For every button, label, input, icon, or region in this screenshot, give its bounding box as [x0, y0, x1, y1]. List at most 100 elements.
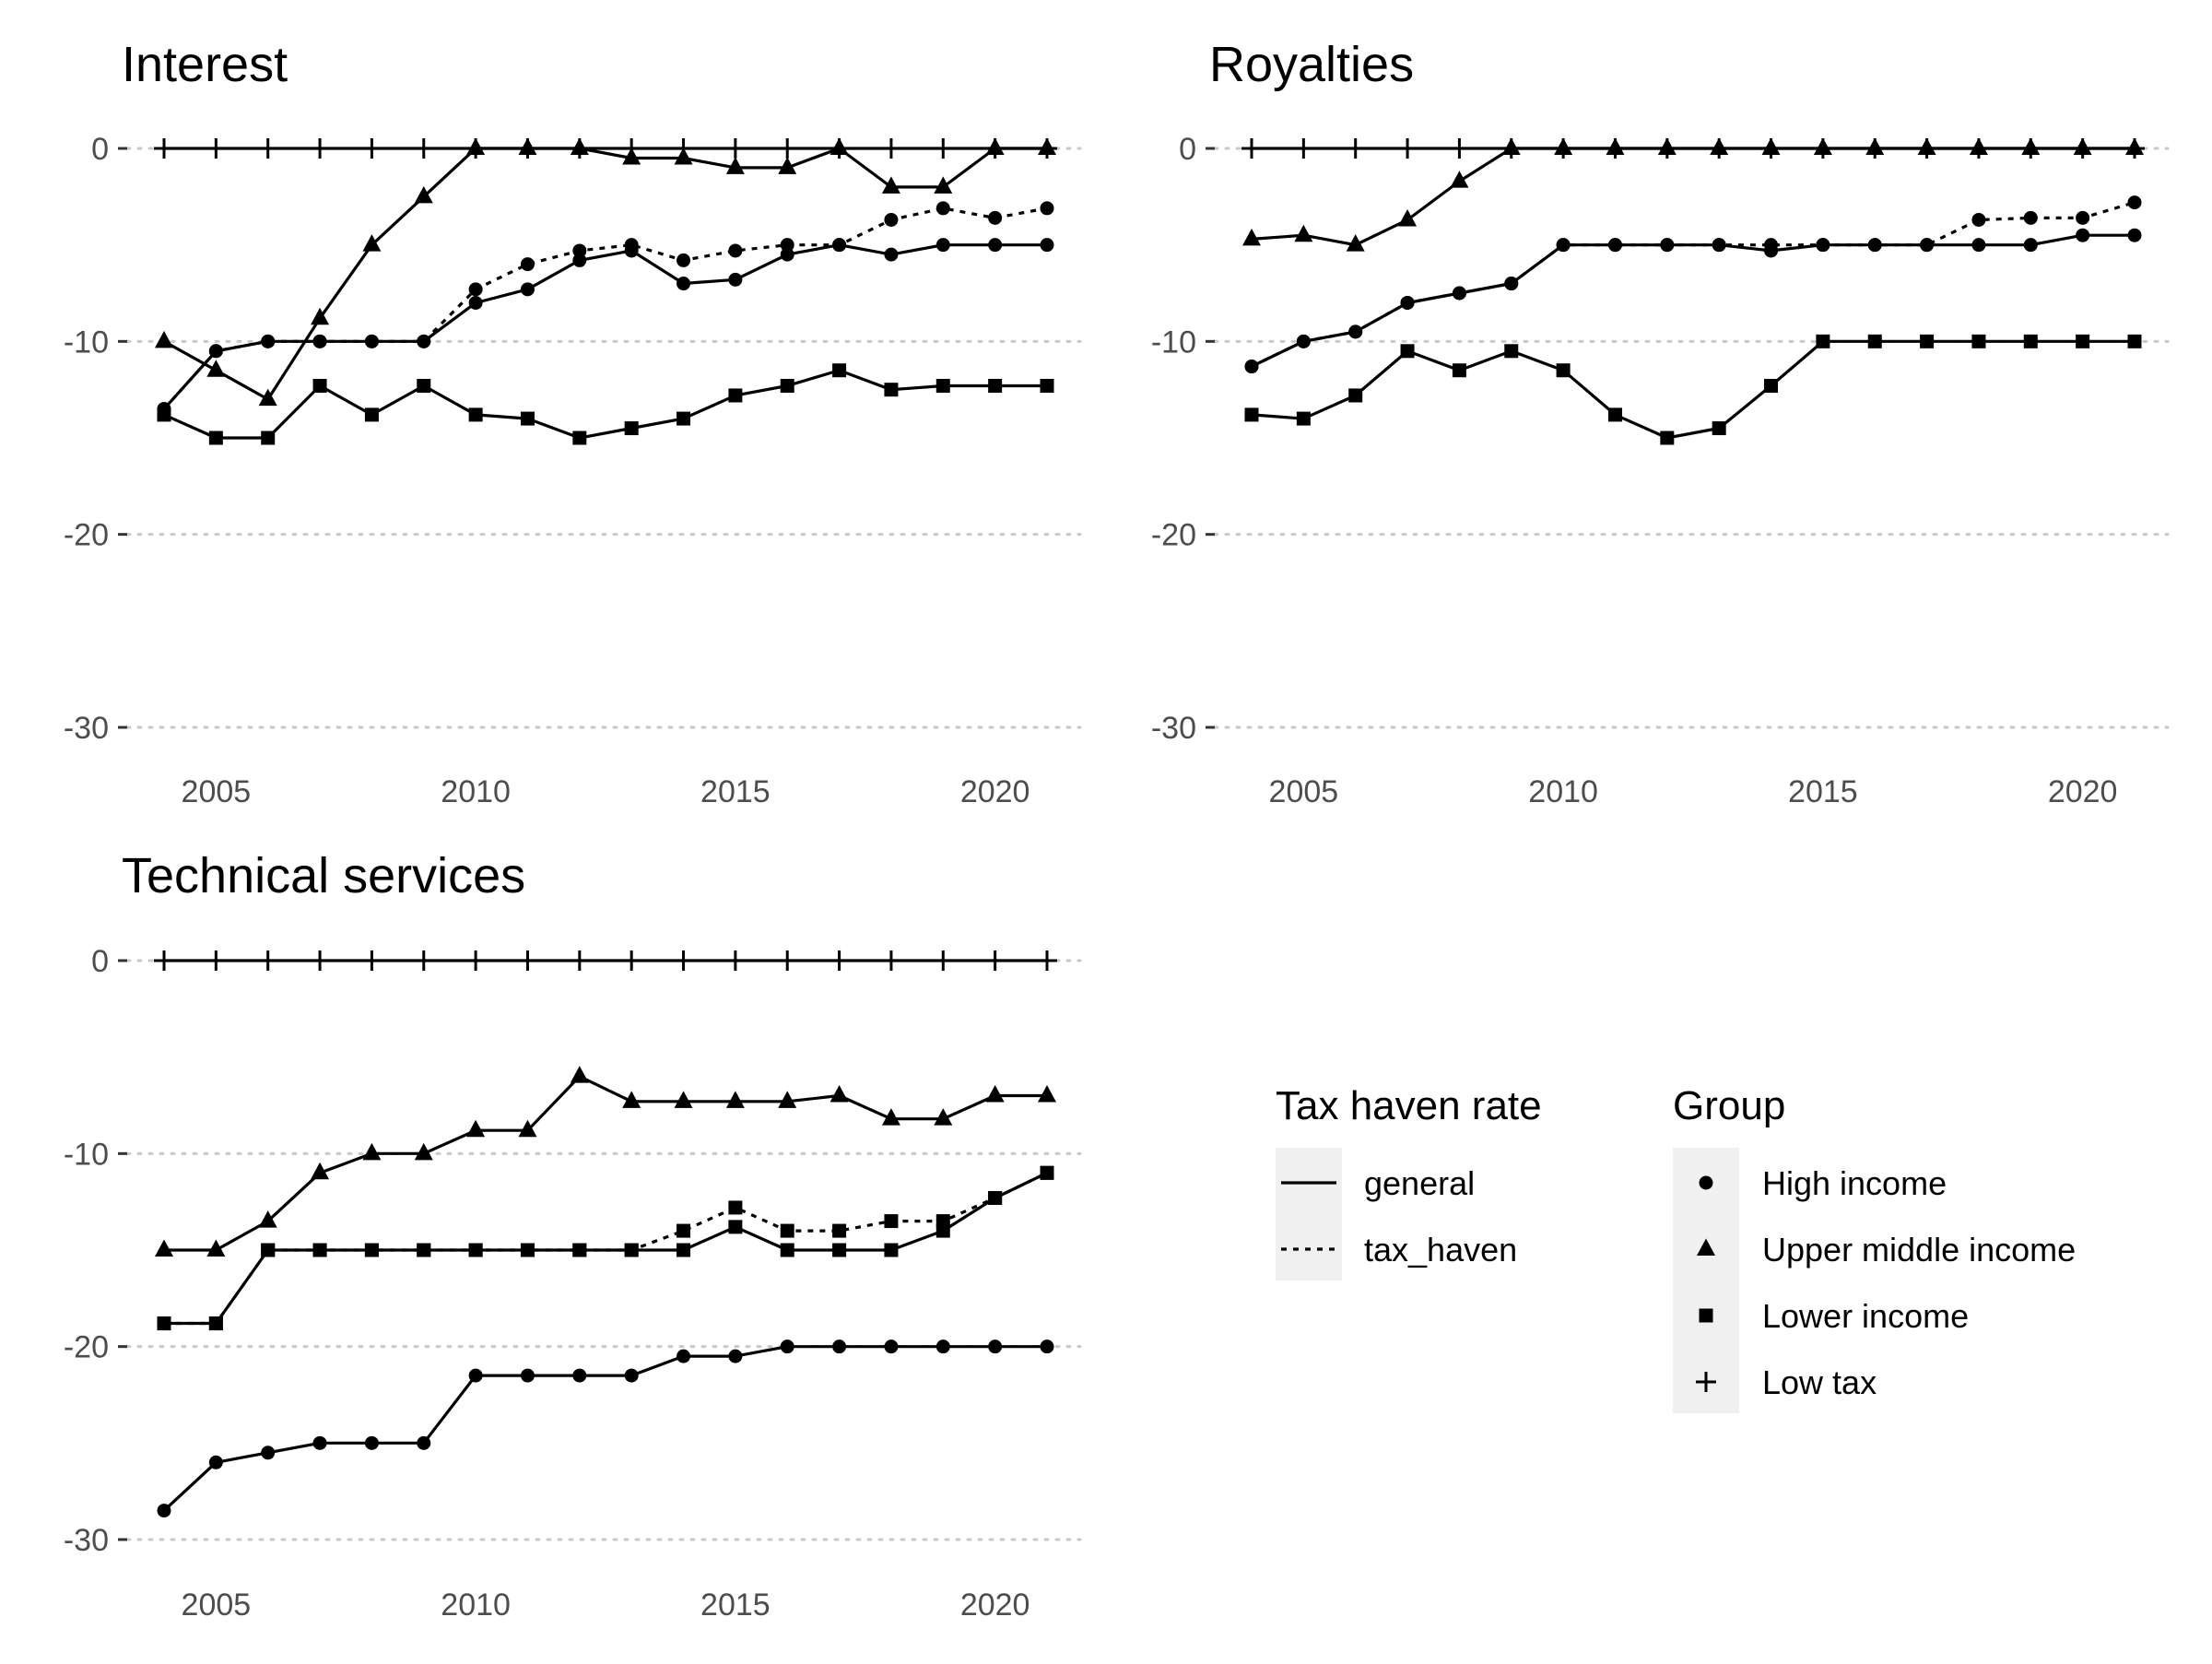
- data-point: [417, 378, 431, 393]
- data-point: [417, 1243, 431, 1257]
- x-tick-label: 2020: [960, 1587, 1030, 1623]
- data-point: [1040, 1165, 1054, 1180]
- data-point: [777, 950, 798, 971]
- data-point: [206, 138, 227, 159]
- data-point: [1867, 238, 1882, 253]
- x-tick-label: 2020: [960, 774, 1030, 809]
- data-point: [1038, 137, 1056, 155]
- data-point: [778, 157, 797, 174]
- data-point: [1244, 407, 1259, 422]
- data-point: [624, 1368, 639, 1383]
- data-point: [362, 234, 382, 252]
- series-lower-income-general: [157, 363, 1054, 445]
- x-tick-label: 2005: [1269, 774, 1339, 809]
- data-point: [985, 137, 1005, 155]
- data-point: [1813, 137, 1832, 155]
- data-point: [1971, 238, 1986, 253]
- data-point: [1040, 1339, 1054, 1354]
- data-point: [1816, 334, 1830, 348]
- data-point: [569, 950, 590, 971]
- data-point: [208, 431, 223, 445]
- data-point: [780, 1243, 794, 1257]
- data-point: [884, 383, 899, 397]
- series-line: [163, 369, 1047, 440]
- data-point: [413, 138, 434, 159]
- panel-technical-services: Technical services 0 -10 -20 -30 2005 2010 2015…: [64, 848, 1082, 1623]
- data-point: [206, 360, 226, 377]
- data-point: [1761, 137, 1781, 155]
- data-point: [2127, 334, 2142, 348]
- series-line: [163, 147, 1047, 401]
- data-point: [1710, 137, 1729, 155]
- data-point: [1556, 363, 1571, 378]
- data-point: [570, 1066, 589, 1083]
- data-point: [1554, 137, 1573, 155]
- data-point: [884, 212, 899, 227]
- data-point: [312, 1435, 327, 1450]
- data-point: [1452, 286, 1466, 301]
- data-point: [677, 253, 691, 267]
- y-tick-label: -20: [64, 1330, 109, 1365]
- data-point: [468, 407, 483, 422]
- data-point: [1865, 137, 1885, 155]
- data-point: [518, 137, 537, 155]
- y-tick-label: 0: [91, 132, 109, 167]
- data-point: [364, 334, 379, 348]
- data-point: [208, 1316, 223, 1331]
- data-point: [364, 407, 379, 422]
- data-point: [935, 238, 950, 253]
- data-point: [312, 1243, 327, 1257]
- data-point: [311, 1162, 330, 1180]
- legend-marker-upper-middle-income: [1697, 1238, 1715, 1256]
- data-point: [777, 138, 798, 159]
- y-tick-label: 0: [1179, 132, 1196, 167]
- data-point: [154, 950, 174, 971]
- data-point: [466, 1119, 486, 1138]
- data-point: [728, 1349, 743, 1363]
- data-point: [261, 1446, 276, 1460]
- data-point: [468, 1243, 483, 1257]
- data-point: [830, 137, 849, 155]
- data-point: [570, 137, 589, 155]
- data-point: [157, 407, 171, 422]
- data-point: [520, 282, 535, 297]
- data-point: [1037, 950, 1057, 971]
- data-point: [832, 363, 847, 378]
- data-point: [1294, 224, 1313, 242]
- data-point: [1241, 138, 1262, 159]
- series-line: [162, 1345, 1047, 1512]
- data-point: [988, 1339, 1003, 1354]
- data-point: [1504, 277, 1519, 291]
- data-point: [1242, 228, 1261, 246]
- data-point: [832, 1223, 847, 1238]
- y-tick-label: -30: [64, 711, 109, 746]
- data-point: [1660, 431, 1675, 445]
- legend-label: Lower income: [1762, 1297, 1969, 1335]
- data-point: [935, 1223, 950, 1238]
- data-point: [677, 1349, 691, 1363]
- data-point: [624, 243, 639, 258]
- data-point: [1244, 360, 1259, 374]
- data-point: [1449, 138, 1470, 159]
- data-point: [155, 330, 173, 348]
- data-point: [624, 1243, 639, 1257]
- data-point: [881, 176, 900, 194]
- data-point: [1607, 238, 1622, 253]
- x-tick-label: 2010: [1528, 774, 1598, 809]
- data-point: [520, 1368, 535, 1383]
- y-tick-label: -10: [64, 1137, 109, 1172]
- data-point: [465, 950, 487, 971]
- data-point: [417, 1435, 431, 1450]
- data-point: [884, 247, 899, 262]
- data-point: [2076, 334, 2090, 348]
- data-point: [2127, 195, 2142, 210]
- data-point: [2023, 210, 2038, 225]
- series-upper-middle-income-general: [155, 1066, 1056, 1257]
- data-point: [832, 1339, 847, 1354]
- data-point: [572, 1243, 587, 1257]
- data-point: [984, 950, 1006, 971]
- x-tick-label: 2015: [700, 774, 771, 809]
- data-point: [261, 334, 276, 348]
- data-point: [1348, 325, 1363, 339]
- data-point: [206, 1239, 226, 1257]
